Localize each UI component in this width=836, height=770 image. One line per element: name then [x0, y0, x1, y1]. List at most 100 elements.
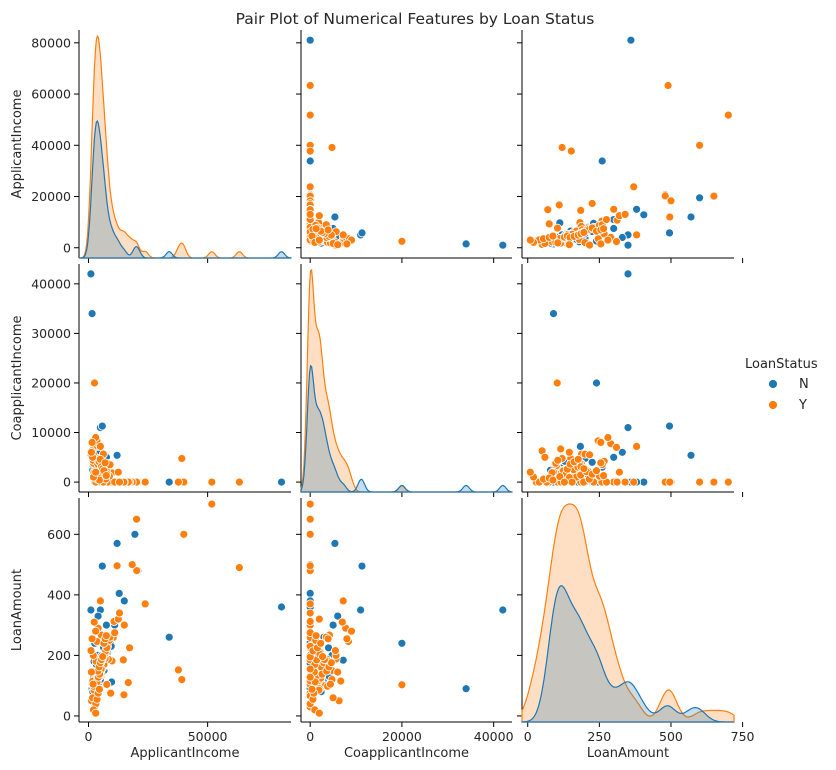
point-Y [665, 212, 675, 222]
point-N [164, 632, 174, 642]
scatter-CoapplicantIncome-vs-ApplicantIncome [86, 269, 286, 487]
point-Y [86, 646, 96, 655]
point-N [112, 450, 122, 460]
point-N [97, 421, 107, 431]
x-tick-label: 0 [306, 729, 314, 744]
point-Y [91, 626, 101, 636]
point-Y [112, 561, 122, 571]
point-Y [553, 455, 563, 465]
point-Y [557, 143, 567, 152]
y-axis-label: ApplicantIncome [10, 90, 25, 199]
x-tick-label: 0 [524, 729, 532, 744]
point-Y [632, 441, 641, 451]
point-Y [173, 477, 183, 487]
point-Y [318, 652, 328, 661]
point-Y [612, 237, 621, 247]
y-tick-label: 0 [63, 475, 71, 490]
point-Y [305, 209, 315, 219]
point-N [338, 655, 348, 665]
point-Y [314, 614, 324, 624]
point-Y [88, 679, 98, 689]
x-tick-label: 0 [85, 729, 93, 744]
point-N [623, 269, 633, 279]
panel-CoapplicantIncome-vs-LoanAmount [517, 264, 744, 497]
panel-CoapplicantIncome-vs-ApplicantIncome: 0 10000 20000 30000 40000 [31, 264, 291, 497]
y-tick-label: 20000 [31, 189, 71, 204]
point-Y [612, 442, 621, 452]
point-Y [620, 477, 630, 487]
point-Y [330, 646, 340, 655]
point-N [461, 239, 471, 249]
point-Y [98, 652, 108, 661]
point-Y [548, 231, 558, 241]
point-Y [543, 205, 553, 215]
x-axis-label: LoanAmount [587, 746, 669, 761]
point-Y [119, 620, 129, 630]
point-N [330, 539, 340, 548]
point-Y [207, 477, 217, 487]
point-Y [609, 204, 619, 214]
point-Y [87, 437, 97, 447]
point-Y [234, 477, 244, 487]
point-Y [106, 688, 116, 698]
diagonal-kde-CoapplicantIncome [300, 268, 513, 493]
point-N [576, 441, 585, 451]
point-Y [314, 708, 324, 718]
point-Y [723, 110, 733, 120]
point-Y [585, 240, 594, 250]
panel-grid: 020000400006000080000ApplicantIncome0100… [10, 30, 755, 761]
point-N [86, 605, 96, 615]
point-Y [305, 514, 315, 524]
point-Y [342, 634, 352, 644]
point-N [549, 309, 558, 319]
point-Y [127, 560, 137, 569]
point-Y [140, 477, 150, 487]
point-N [112, 539, 122, 548]
point-N [305, 35, 315, 45]
x-tick-label: 20000 [382, 729, 422, 744]
point-Y [338, 596, 348, 606]
point-Y [305, 561, 315, 571]
point-Y [89, 617, 99, 627]
point-Y [207, 499, 217, 509]
point-Y [325, 679, 335, 689]
point-Y [305, 617, 315, 626]
point-Y [305, 672, 315, 682]
point-Y [305, 110, 315, 120]
y-axis-label: LoanAmount [10, 569, 25, 651]
legend: LoanStatus NY [745, 357, 818, 413]
point-Y [305, 608, 315, 618]
point-Y [552, 378, 562, 388]
point-Y [125, 643, 135, 653]
point-N [665, 421, 674, 431]
y-tick-label: 200 [47, 648, 71, 663]
point-N [277, 477, 286, 487]
point-N [686, 450, 696, 460]
point-N [97, 561, 107, 571]
point-N [639, 477, 649, 487]
point-Y [101, 471, 111, 481]
point-Y [397, 236, 407, 246]
point-Y [554, 200, 564, 210]
point-Y [234, 563, 244, 572]
point-Y [100, 458, 110, 468]
scatter-ApplicantIncome-vs-LoanAmount [525, 35, 733, 250]
point-Y [709, 477, 719, 487]
point-Y [573, 454, 583, 464]
legend-title: LoanStatus [745, 357, 818, 372]
legend-marker-N [768, 379, 778, 389]
point-Y [723, 477, 733, 487]
x-tick-label: 50000 [188, 729, 228, 744]
x-tick-label: 250 [587, 729, 611, 744]
point-Y [560, 477, 569, 487]
point-Y [101, 631, 111, 641]
point-Y [95, 684, 104, 694]
point-Y [599, 471, 608, 481]
kde-curve-N [79, 119, 292, 259]
point-Y [579, 464, 589, 474]
point-Y [307, 684, 317, 694]
point-Y [90, 378, 99, 388]
point-N [461, 684, 471, 694]
point-N [498, 240, 508, 250]
point-Y [333, 667, 343, 677]
